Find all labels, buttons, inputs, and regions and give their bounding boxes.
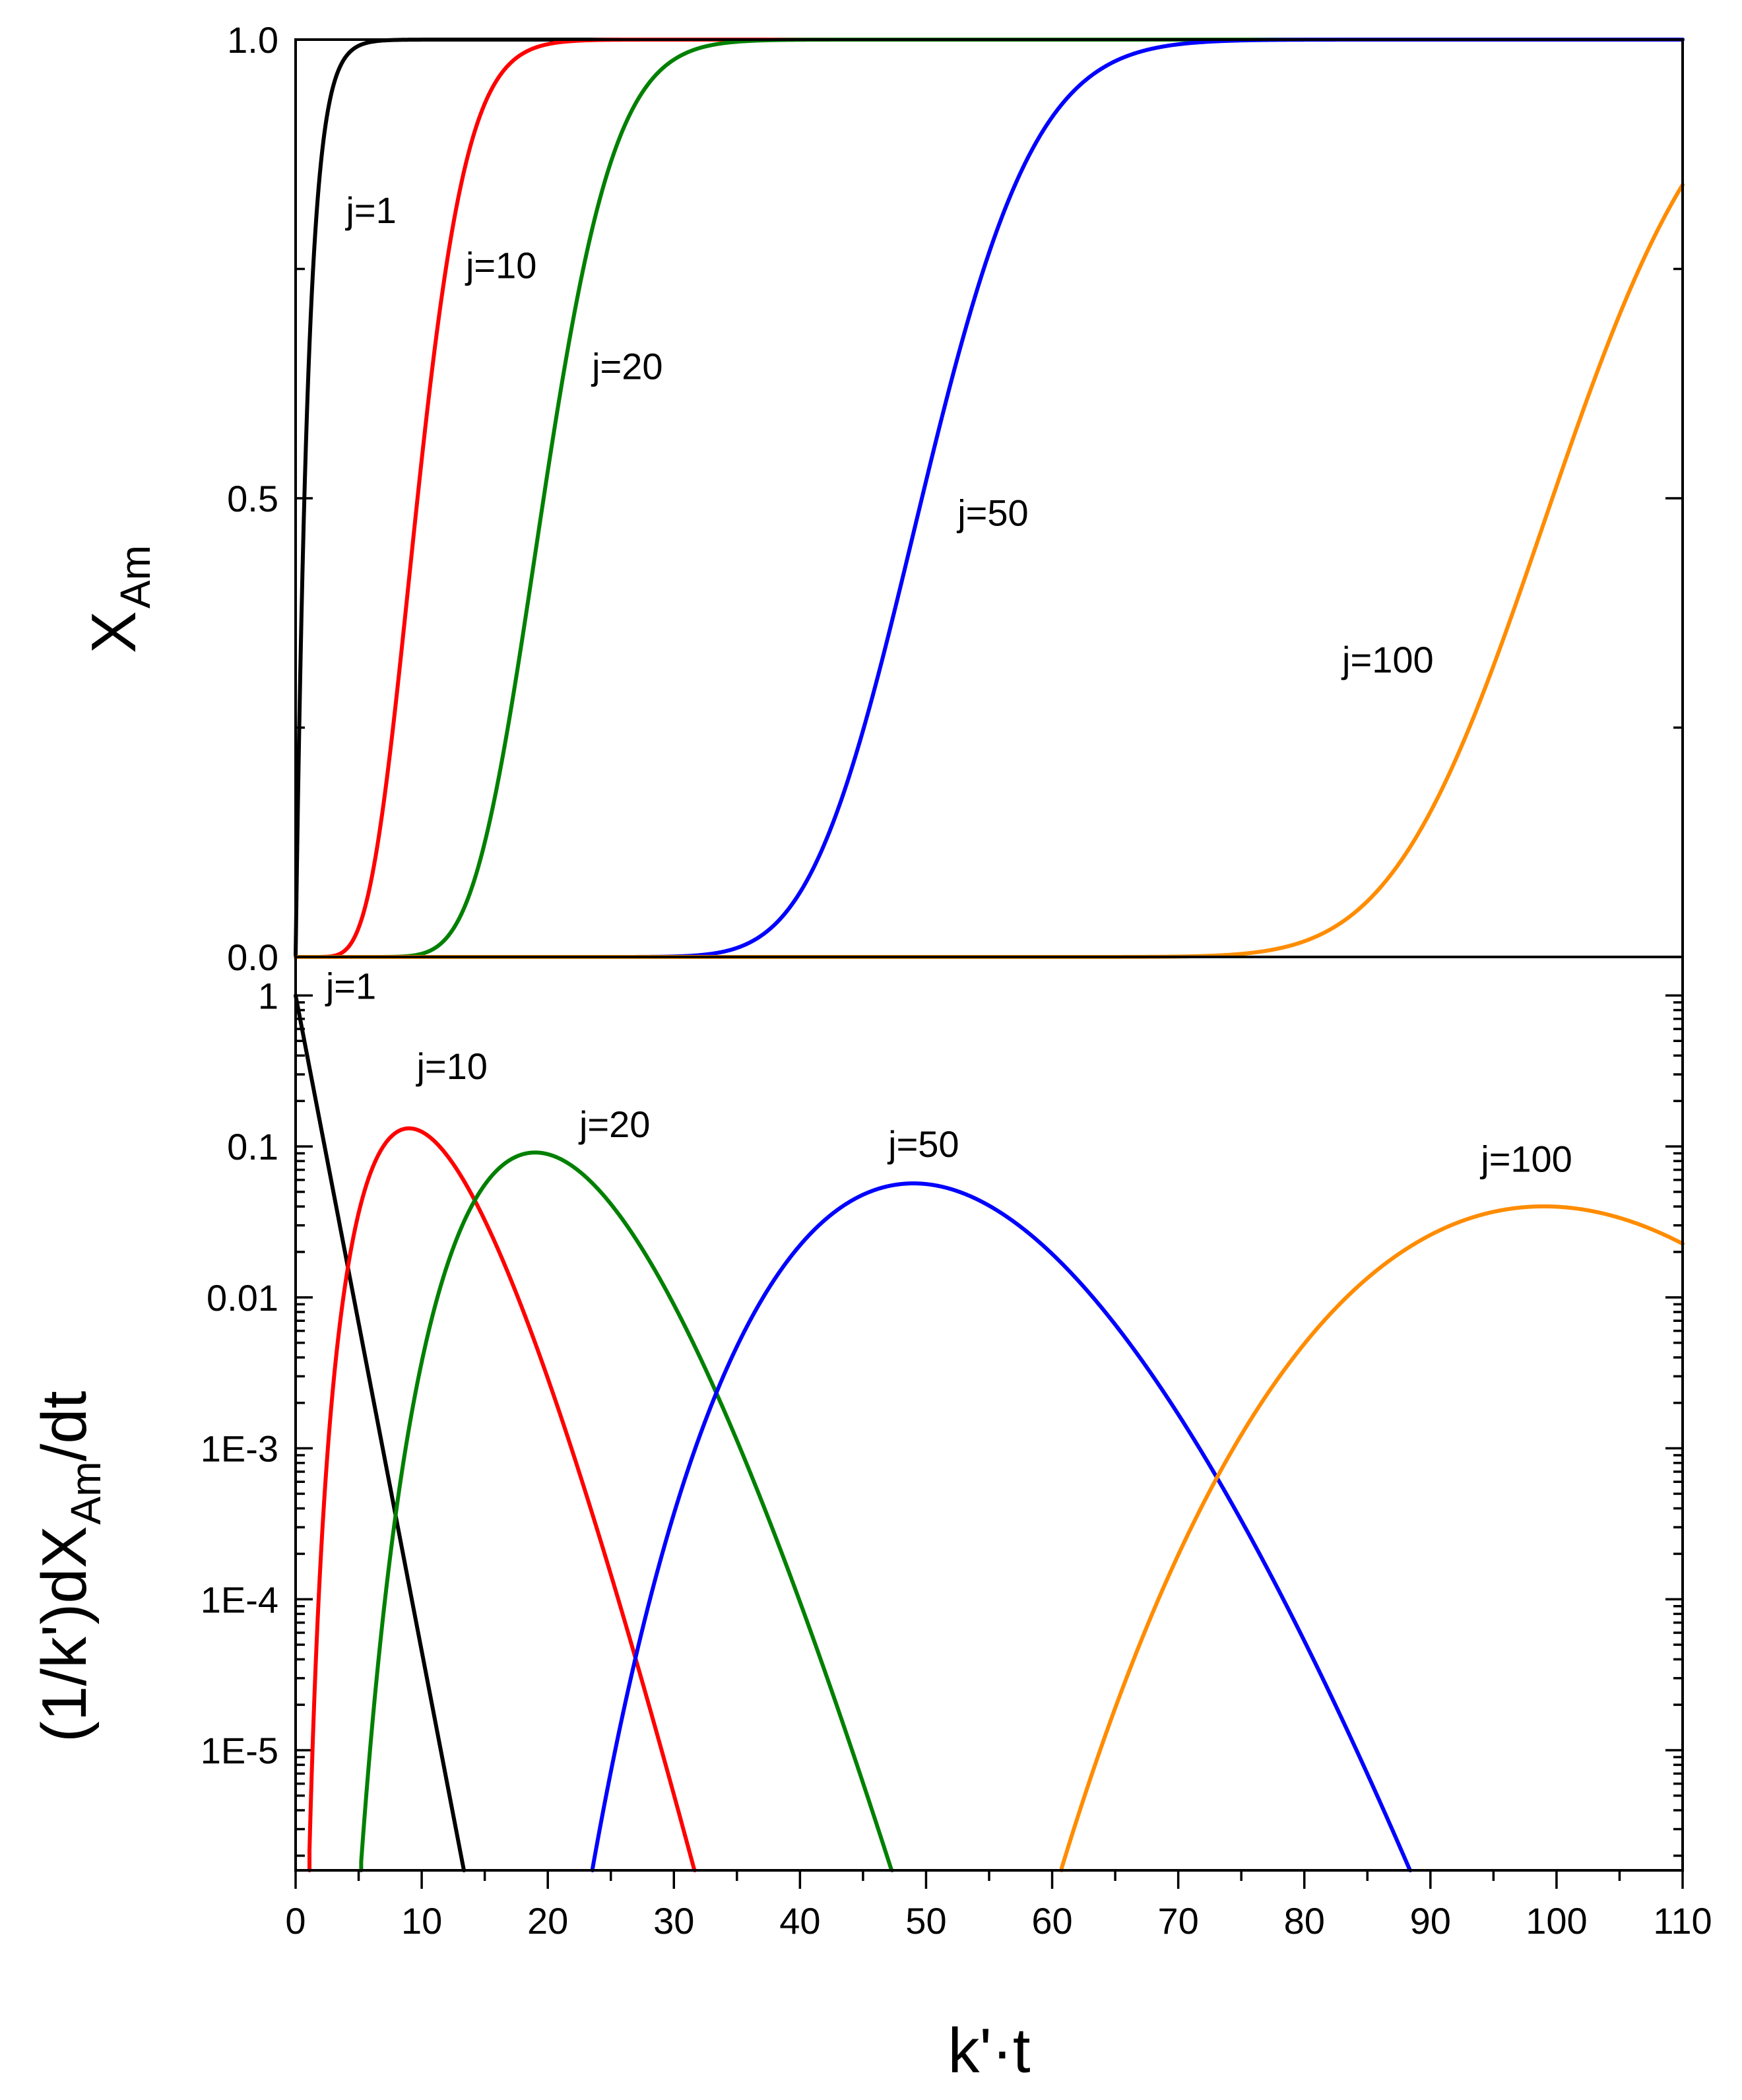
top-curve-label: j=20 xyxy=(591,345,662,387)
bottom-curve-j-1 xyxy=(294,993,467,1872)
top-curve-label: j=1 xyxy=(344,189,396,231)
top-y-tick-label: 0.5 xyxy=(227,478,278,519)
top-y-axis-title-sub: Am xyxy=(112,545,159,608)
top-curve-j-100 xyxy=(294,183,1685,959)
bottom-y-axis-title: (1/k')dXAm/dt xyxy=(29,1391,110,1742)
top-panel: j=1 j=10 j=20 j=50 j=100 0.0 0.5 1.0 XAm xyxy=(79,19,1685,978)
x-tick-label: 70 xyxy=(1157,1900,1198,1942)
x-tick-label: 40 xyxy=(779,1900,820,1942)
top-curve-label: j=10 xyxy=(465,244,536,286)
bottom-curve-j-50 xyxy=(591,1181,1413,1872)
bottom-curve-labels: j=1 j=10 j=20 j=50 j=100 xyxy=(325,965,1572,1179)
bottom-y-axis-title-sub: Am xyxy=(62,1461,110,1525)
bottom-curve-label: j=100 xyxy=(1479,1138,1572,1179)
x-tick-label: 50 xyxy=(905,1900,946,1942)
bottom-curve-j-10 xyxy=(307,1126,697,1872)
top-curve-label: j=50 xyxy=(956,492,1028,534)
bottom-curve-label: j=10 xyxy=(415,1045,487,1087)
x-tick-label: 80 xyxy=(1284,1900,1325,1942)
top-tick-labels: 0.0 0.5 1.0 xyxy=(227,19,278,978)
bottom-y-tick-label: 1 xyxy=(258,975,278,1016)
x-tick-label: 0 xyxy=(285,1900,306,1942)
top-y-axis-title-main: X xyxy=(79,611,149,653)
top-y-axis-title: XAm xyxy=(79,545,159,653)
x-tick-label: 20 xyxy=(527,1900,568,1942)
bottom-y-axis-title-end: /dt xyxy=(29,1391,100,1462)
bottom-y-tick-label: 1E-5 xyxy=(201,1730,278,1771)
x-axis-title: k'·t xyxy=(948,2016,1031,2086)
x-tick-label: 10 xyxy=(401,1900,442,1942)
top-y-tick-label: 1.0 xyxy=(227,19,278,61)
x-tick-label: 100 xyxy=(1526,1900,1587,1942)
bottom-ticks xyxy=(294,994,1684,1889)
bottom-curve-j-100 xyxy=(1059,1204,1685,1872)
x-tick-label: 60 xyxy=(1031,1900,1072,1942)
top-curve-labels: j=1 j=10 j=20 j=50 j=100 xyxy=(344,189,1433,680)
bottom-curves xyxy=(294,993,1685,1872)
bottom-curve-j-20 xyxy=(359,1150,894,1872)
bottom-tick-labels: 0 10 20 30 40 50 60 70 80 90 100 110 1E-5 1E-4 1E-3 0.0… xyxy=(201,975,1712,1942)
bottom-curve-label: j=50 xyxy=(887,1123,959,1165)
x-tick-label: 110 xyxy=(1653,1900,1712,1942)
bottom-y-tick-label: 1E-4 xyxy=(201,1579,278,1620)
x-tick-label: 30 xyxy=(653,1900,694,1942)
bottom-curve-label: j=1 xyxy=(325,965,376,1006)
bottom-plot-frame xyxy=(294,956,1684,1872)
top-curve-label: j=100 xyxy=(1341,639,1434,680)
bottom-panel: j=1 j=10 j=20 j=50 j=100 0 10 20 30 40 50 60 70 80 90… xyxy=(29,956,1712,1942)
bottom-y-tick-label: 0.01 xyxy=(207,1277,278,1319)
bottom-y-tick-label: 1E-3 xyxy=(201,1428,278,1470)
x-tick-label: 90 xyxy=(1410,1900,1451,1942)
bottom-curve-label: j=20 xyxy=(578,1103,650,1145)
bottom-y-tick-label: 0.1 xyxy=(227,1126,278,1167)
bottom-y-axis-title-main: (1/k')dX xyxy=(29,1526,100,1742)
top-y-tick-label: 0.0 xyxy=(227,936,278,978)
